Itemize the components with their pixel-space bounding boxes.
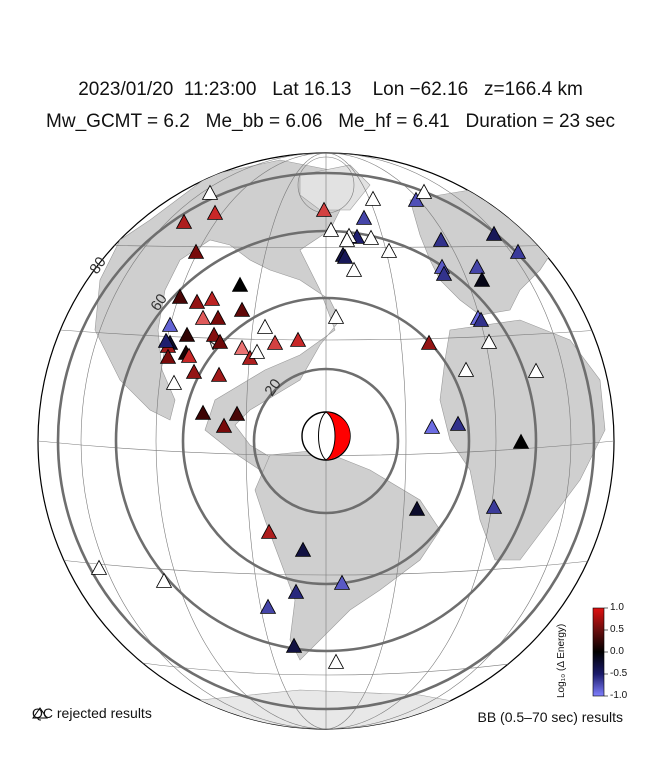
qc-rejected-station-triangle: [165, 374, 183, 390]
station-triangle: [203, 290, 221, 306]
station-triangle: [485, 498, 503, 514]
station-triangle: [423, 418, 441, 434]
station-triangle: [210, 366, 228, 382]
event-info-line-1: 2023/01/20 11:23:00 Lat 16.13 Lon −62.16…: [78, 79, 583, 100]
station-triangle: [178, 326, 196, 342]
station-markers: [157, 191, 530, 653]
qc-rejected-station-triangle: [415, 183, 433, 199]
ring-label-20: 20: [261, 376, 284, 399]
qc-legend-triangle-icon: [32, 707, 48, 719]
station-triangle: [188, 293, 206, 309]
station-triangle: [420, 334, 438, 350]
station-triangle: [161, 316, 179, 332]
station-triangle: [512, 433, 530, 449]
station-triangle: [266, 334, 284, 350]
qc-rejected-station-triangle: [338, 231, 356, 247]
station-triangle: [485, 225, 503, 241]
ring-label-80: 80: [86, 254, 109, 277]
station-triangle: [185, 363, 203, 379]
station-triangle: [171, 288, 189, 304]
station-triangle: [407, 191, 425, 207]
ring-label-60: 60: [147, 291, 170, 314]
qc-rejected-station-triangle: [327, 308, 345, 324]
station-triangle: [259, 598, 277, 614]
station-triangle: [211, 333, 229, 349]
qc-rejected-station-triangle: [364, 190, 382, 206]
qc-rejected-station-triangle: [345, 261, 363, 277]
station-triangle: [206, 204, 224, 220]
colorbar-tick-1: 1.0: [610, 602, 624, 613]
colorbar: [592, 607, 605, 697]
station-triangle: [449, 415, 467, 431]
station-triangle: [194, 309, 212, 325]
station-triangle: [432, 231, 450, 247]
station-triangle: [215, 417, 233, 433]
station-triangle: [336, 248, 354, 264]
qc-rejected-station-triangle: [201, 184, 219, 200]
qc-rejected-station-triangle: [380, 242, 398, 258]
station-triangle: [260, 523, 278, 539]
qc-rejected-station-triangle: [327, 653, 345, 669]
station-triangle: [180, 347, 198, 363]
qc-rejected-station-triangle: [527, 362, 545, 378]
qc-rejected-station-triangle: [362, 229, 380, 245]
qc-rejected-stations: [90, 183, 545, 669]
qc-rejected-station-triangle: [155, 572, 173, 588]
station-triangle: [435, 265, 453, 281]
qc-rejected-station-triangle: [256, 318, 274, 334]
station-triangle: [157, 332, 175, 348]
bb-results-legend: BB (0.5–70 sec) results: [477, 709, 623, 725]
station-triangle: [408, 500, 426, 516]
qc-rejected-station-triangle: [248, 343, 266, 359]
focal-mechanism-beachball: [301, 411, 351, 461]
event-magnitude-line: Mw_GCMT = 6.2 Me_bb = 6.06 Me_hf = 6.41 …: [46, 111, 615, 132]
station-triangle: [228, 405, 246, 421]
colorbar-tick-4: -0.5: [610, 668, 628, 679]
station-triangle: [509, 243, 527, 259]
qc-rejected-legend: QC rejected results: [32, 705, 152, 721]
station-triangle: [287, 583, 305, 599]
station-triangle: [472, 311, 490, 327]
station-triangle: [355, 209, 373, 225]
station-triangle: [315, 201, 333, 217]
station-triangle: [159, 348, 177, 364]
station-triangle: [209, 309, 227, 325]
station-triangle: [233, 301, 251, 317]
station-triangle: [285, 637, 303, 653]
station-triangle: [175, 213, 193, 229]
station-triangle: [468, 258, 486, 274]
colorbar-tick-3: 0.0: [610, 646, 624, 657]
station-triangle: [231, 276, 249, 292]
qc-rejected-station-triangle: [480, 333, 498, 349]
graticule: [38, 153, 614, 729]
station-triangle: [194, 404, 212, 420]
station-triangle: [333, 574, 351, 590]
station-triangle: [473, 271, 491, 287]
station-triangle: [294, 541, 312, 557]
qc-rejected-station-triangle: [90, 559, 108, 575]
station-triangle: [289, 331, 307, 347]
colorbar-tick-2: 0.5: [610, 624, 624, 635]
qc-rejected-station-triangle: [457, 361, 475, 377]
station-triangle: [233, 339, 251, 355]
station-triangle: [187, 243, 205, 259]
colorbar-title: Log₁₀ (Δ Energy): [556, 623, 567, 698]
qc-rejected-station-triangle: [322, 221, 340, 237]
colorbar-tick-5: -1.0: [610, 690, 628, 701]
